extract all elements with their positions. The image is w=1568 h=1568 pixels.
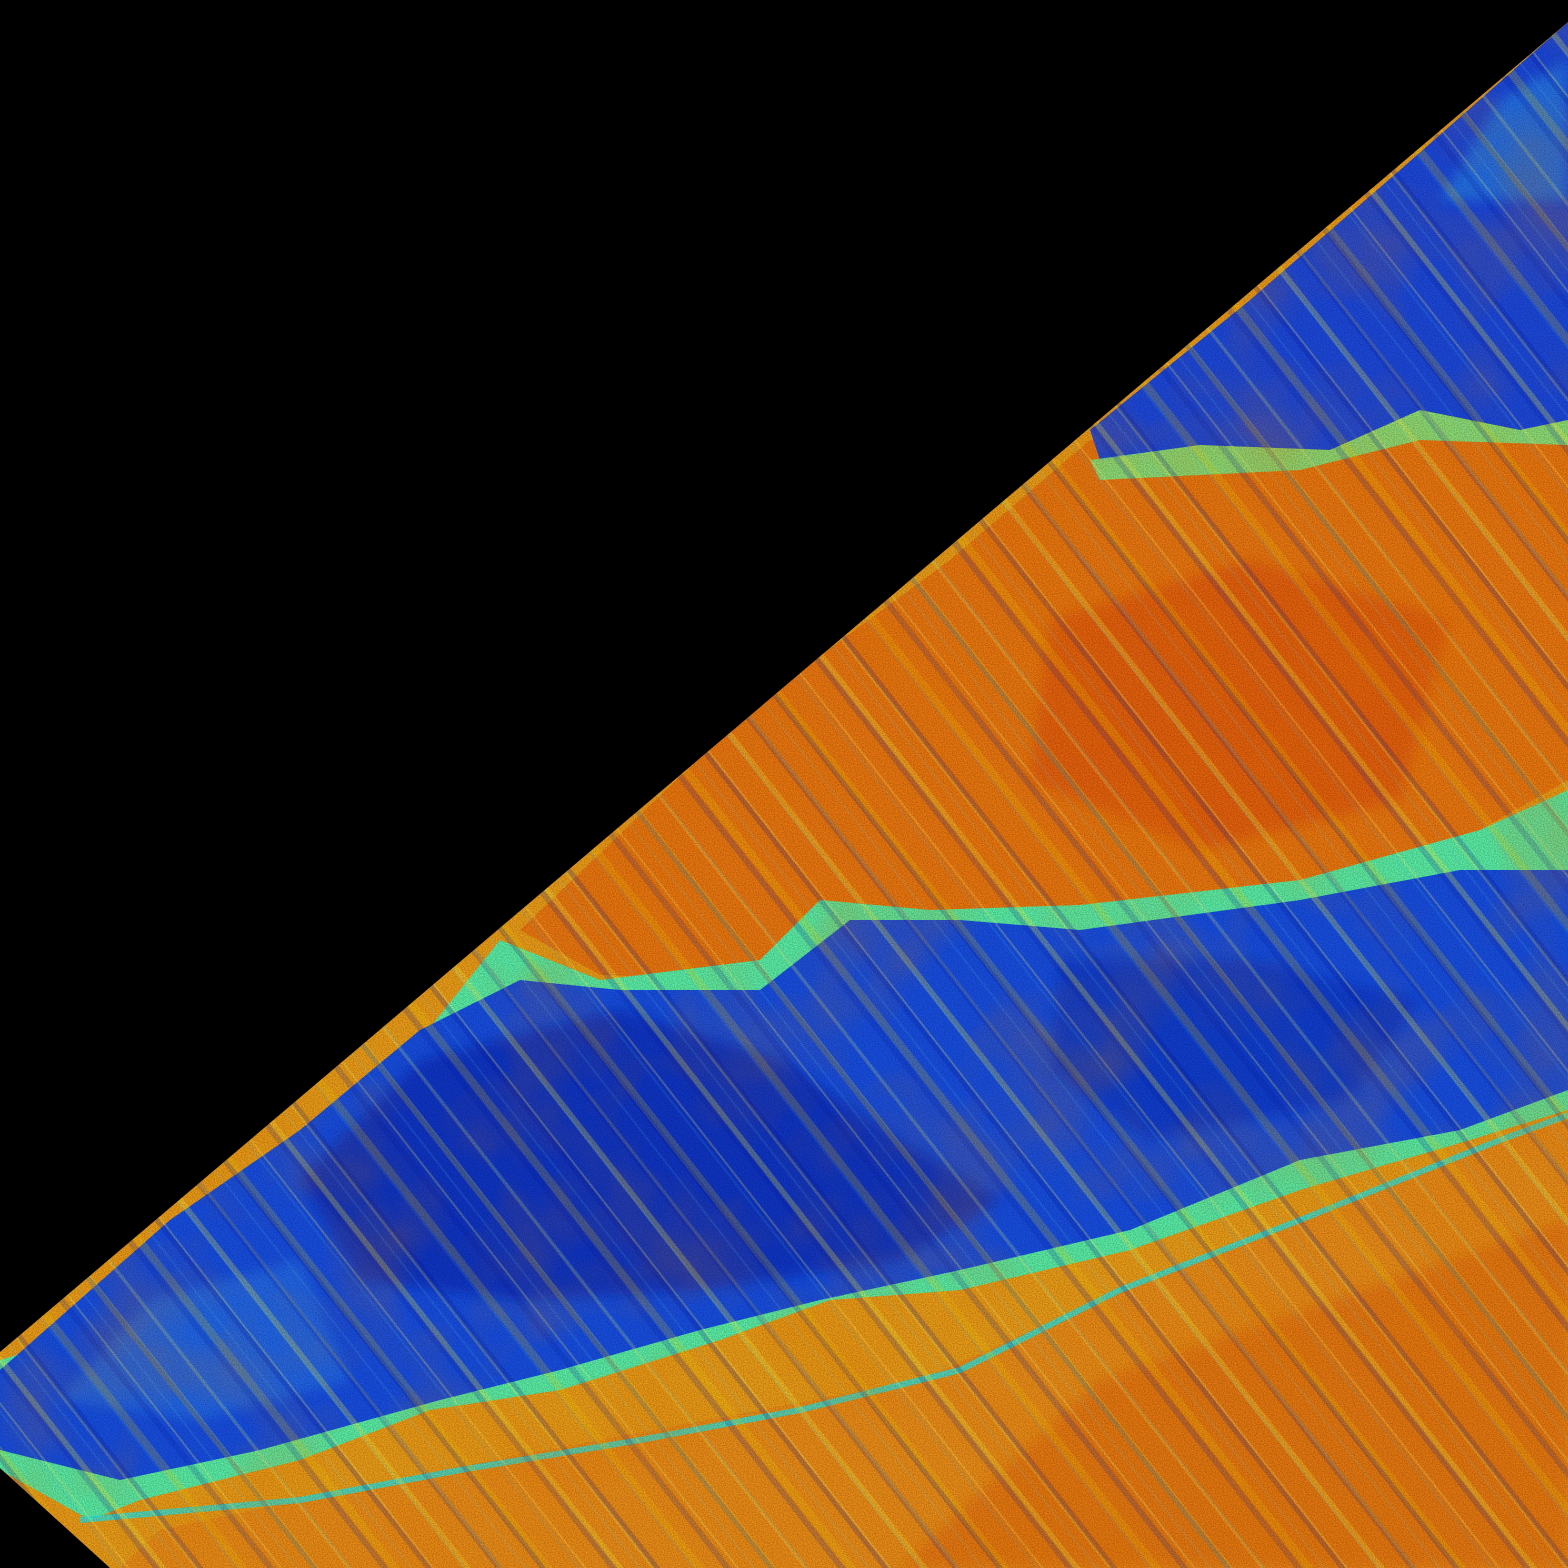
false-color-swath-image <box>0 22 1568 1568</box>
